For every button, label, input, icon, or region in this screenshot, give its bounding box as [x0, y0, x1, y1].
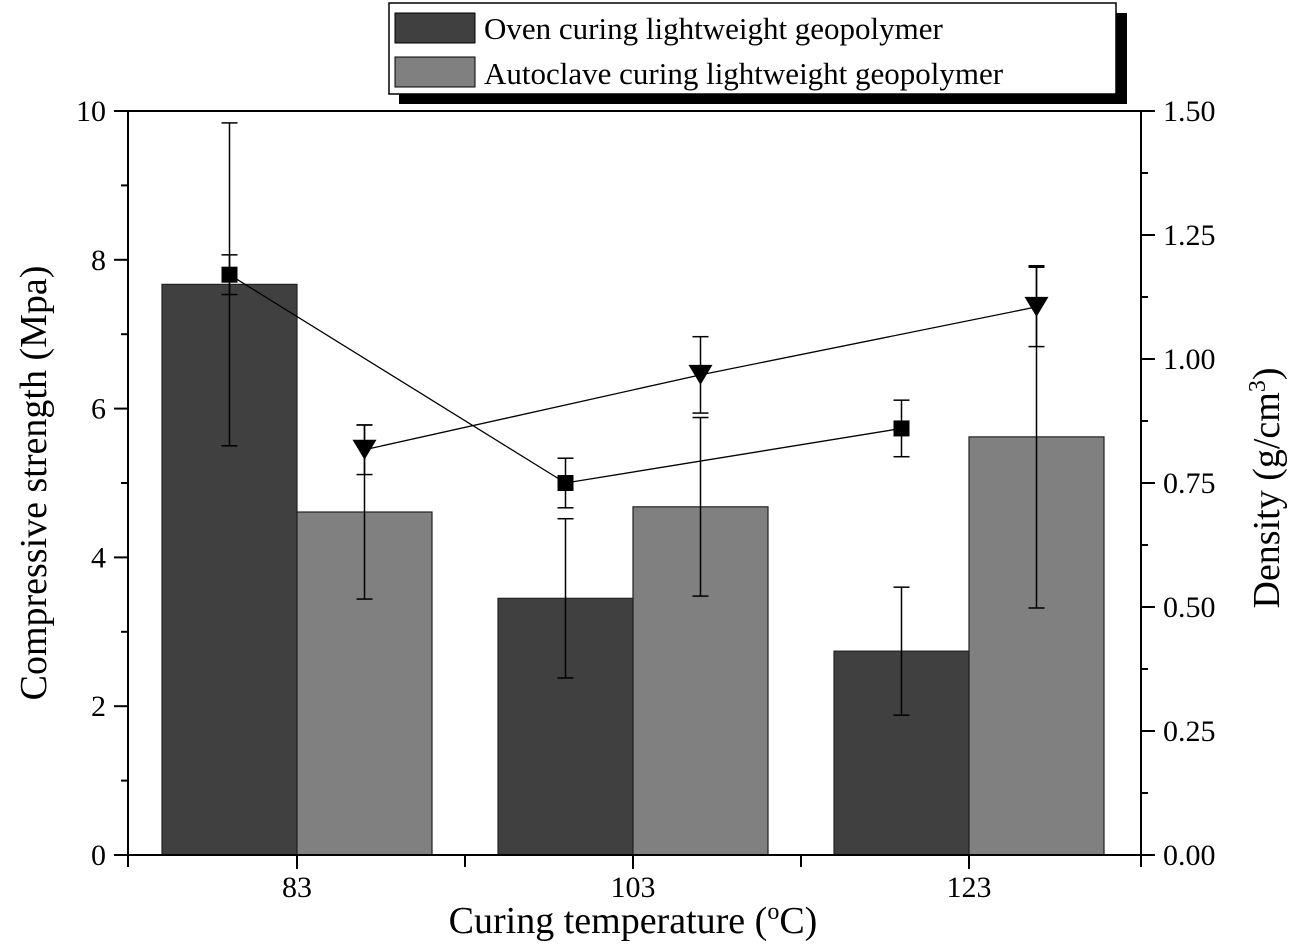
y-tick-label: 10: [76, 95, 106, 128]
y2-tick-label: 0.00: [1163, 839, 1216, 872]
square-marker-103: [557, 475, 574, 491]
oven-density-line: [229, 274, 902, 484]
y2-tick-label: 1.50: [1163, 95, 1216, 128]
square-marker-83: [221, 266, 238, 283]
degree-superscript: o: [767, 899, 779, 925]
bars-layer: [161, 283, 1105, 856]
y-axis-title: Compressive strength (Mpa): [13, 266, 55, 701]
cubic-superscript: 3: [1245, 380, 1271, 392]
x-tick-label: 83: [282, 871, 312, 904]
triangle-marker-123: [1024, 296, 1049, 317]
y-tick-label: 0: [91, 839, 106, 872]
y2-tick-label: 1.00: [1163, 343, 1216, 376]
x-axis-title: Curing temperature (oC): [449, 899, 818, 942]
legend-swatch-autoclave: [394, 56, 476, 88]
triangle-marker-103: [688, 364, 713, 385]
density-lines-layer: [221, 254, 1049, 509]
y-tick-label: 8: [91, 244, 106, 277]
tick-labels-layer: 0 2 4 6 8 10 0.00 0.25 0.50 0.75 1.00 1.25 1.50 83 103…: [76, 95, 1216, 904]
legend: Oven curing lightweight geopolymer Autoc…: [388, 2, 1127, 104]
legend-box: [388, 2, 1117, 95]
legend-label-autoclave: Autoclave curing lightweight geopolymer: [484, 56, 1004, 91]
square-marker-123: [893, 420, 910, 437]
y2-tick-label: 0.50: [1163, 591, 1216, 624]
legend-label-oven: Oven curing lightweight geopolymer: [484, 11, 944, 46]
y2-tick-label: 0.75: [1163, 467, 1216, 500]
x-tick-label: 103: [611, 871, 656, 904]
y2-axis-title: Density (g/cm3): [1245, 367, 1288, 608]
y-tick-label: 4: [91, 541, 106, 574]
legend-swatch-oven: [394, 12, 476, 44]
y-tick-label: 6: [91, 393, 106, 426]
y2-tick-label: 0.25: [1163, 715, 1216, 748]
x-tick-label: 123: [947, 871, 992, 904]
y-tick-label: 2: [91, 690, 106, 723]
triangle-marker-83: [352, 439, 377, 460]
y2-tick-label: 1.25: [1163, 219, 1216, 252]
axes-layer: [114, 110, 1155, 869]
